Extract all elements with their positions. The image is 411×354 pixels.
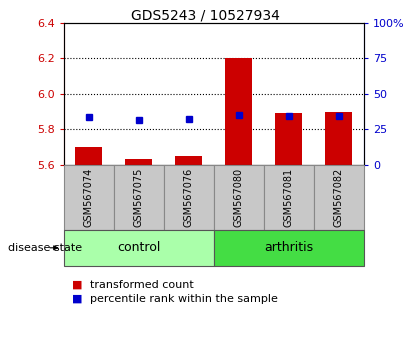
Bar [325, 112, 353, 165]
Text: GSM567082: GSM567082 [334, 168, 344, 227]
Bar [125, 159, 152, 165]
Text: control: control [117, 241, 160, 254]
Text: arthritis: arthritis [264, 241, 313, 254]
Text: ■: ■ [72, 294, 83, 304]
Text: disease state: disease state [8, 243, 82, 253]
Text: GSM567074: GSM567074 [84, 168, 94, 227]
Text: percentile rank within the sample: percentile rank within the sample [90, 294, 278, 304]
Text: GDS5243 / 10527934: GDS5243 / 10527934 [131, 9, 280, 23]
Bar [175, 156, 203, 165]
Text: transformed count: transformed count [90, 280, 194, 290]
Text: GSM567080: GSM567080 [234, 168, 244, 227]
Bar [75, 147, 102, 165]
Bar [225, 58, 252, 165]
Text: GSM567081: GSM567081 [284, 168, 294, 227]
Bar [275, 113, 302, 165]
Text: GSM567075: GSM567075 [134, 168, 144, 227]
Text: GSM567076: GSM567076 [184, 168, 194, 227]
Text: ■: ■ [72, 280, 83, 290]
